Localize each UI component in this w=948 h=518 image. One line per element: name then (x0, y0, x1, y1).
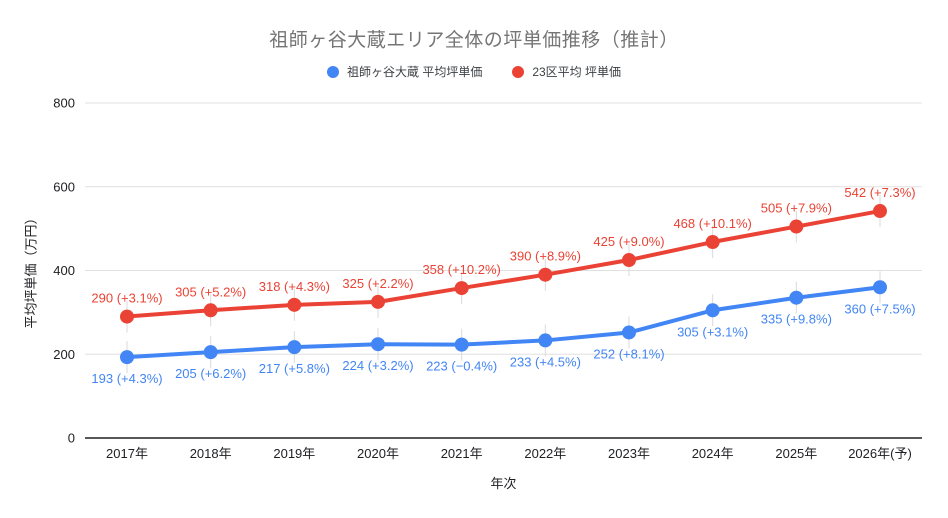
data-label: 542 (+7.3%) (844, 185, 915, 200)
y-tick-label: 400 (53, 263, 75, 278)
data-label: 358 (+10.2%) (422, 262, 500, 277)
data-label: 217 (+5.8%) (259, 361, 330, 376)
legend-item-sosigaya: 祖師ヶ谷大蔵 平均坪単価 (326, 63, 483, 80)
x-tick-label: 2021年 (441, 446, 483, 461)
legend-dot-blue-icon (326, 65, 339, 78)
data-point[interactable] (287, 297, 302, 312)
data-label: 205 (+6.2%) (175, 366, 246, 381)
data-point[interactable] (371, 337, 385, 352)
data-label: 252 (+8.1%) (593, 346, 664, 361)
x-tick-label: 2017年 (106, 446, 148, 461)
data-point[interactable] (120, 309, 134, 324)
legend: 祖師ヶ谷大蔵 平均坪単価 23区平均 坪単価 (0, 63, 948, 80)
data-point[interactable] (873, 280, 887, 295)
x-tick-label: 2024年 (692, 446, 734, 461)
data-point[interactable] (454, 337, 469, 352)
data-label: 505 (+7.9%) (761, 201, 832, 216)
data-point[interactable] (203, 345, 218, 360)
series-line-1 (125, 209, 882, 319)
data-label: 468 (+10.1%) (673, 216, 751, 231)
data-point[interactable] (538, 333, 553, 348)
data-point[interactable] (287, 340, 302, 355)
data-label: 223 (−0.4%) (426, 359, 497, 374)
data-point[interactable] (789, 219, 804, 234)
data-label: 390 (+8.9%) (510, 249, 581, 264)
data-label: 193 (+4.3%) (91, 371, 162, 386)
x-tick-label: 2020年 (357, 446, 399, 461)
data-point[interactable] (622, 253, 636, 268)
x-axis-title: 年次 (490, 476, 517, 491)
data-label: 224 (+3.2%) (342, 358, 413, 373)
data-point[interactable] (538, 267, 553, 282)
data-label: 290 (+3.1%) (91, 291, 162, 306)
y-tick-label: 0 (68, 431, 75, 446)
y-tick-label: 200 (53, 347, 75, 362)
x-tick-label: 2022年 (524, 446, 566, 461)
chart-title: 祖師ヶ谷大蔵エリア全体の坪単価推移（推計） (269, 30, 679, 51)
legend-item-23ku: 23区平均 坪単価 (512, 63, 621, 80)
data-point[interactable] (705, 303, 720, 318)
data-point[interactable] (371, 294, 385, 309)
data-point[interactable] (873, 204, 887, 219)
data-label: 360 (+7.5%) (844, 301, 915, 316)
data-point[interactable] (120, 350, 134, 365)
y-tick-label: 600 (53, 179, 75, 194)
data-point[interactable] (454, 281, 469, 296)
data-label: 305 (+5.2%) (175, 284, 246, 299)
data-point[interactable] (789, 290, 804, 305)
data-point[interactable] (622, 325, 636, 340)
x-tick-label: 2023年 (608, 446, 650, 461)
x-tick-label: 2019年 (273, 446, 315, 461)
data-label: 325 (+2.2%) (342, 276, 413, 291)
data-label: 425 (+9.0%) (593, 234, 664, 249)
legend-label-sosigaya: 祖師ヶ谷大蔵 平均坪単価 (346, 65, 483, 79)
data-label: 335 (+9.8%) (761, 312, 832, 327)
y-tick-label: 800 (53, 96, 75, 111)
x-tick-label: 2025年 (775, 446, 817, 461)
x-tick-label: 2018年 (190, 446, 232, 461)
legend-dot-red-icon (512, 65, 525, 78)
data-point[interactable] (203, 303, 218, 318)
data-label: 233 (+4.5%) (510, 354, 581, 369)
series-line-0 (125, 285, 882, 360)
data-label: 318 (+4.3%) (259, 279, 330, 294)
data-label: 305 (+3.1%) (677, 324, 748, 339)
data-point[interactable] (705, 235, 720, 250)
x-tick-label: 2026年(予) (848, 446, 912, 461)
legend-label-23ku: 23区平均 坪単価 (532, 65, 622, 79)
